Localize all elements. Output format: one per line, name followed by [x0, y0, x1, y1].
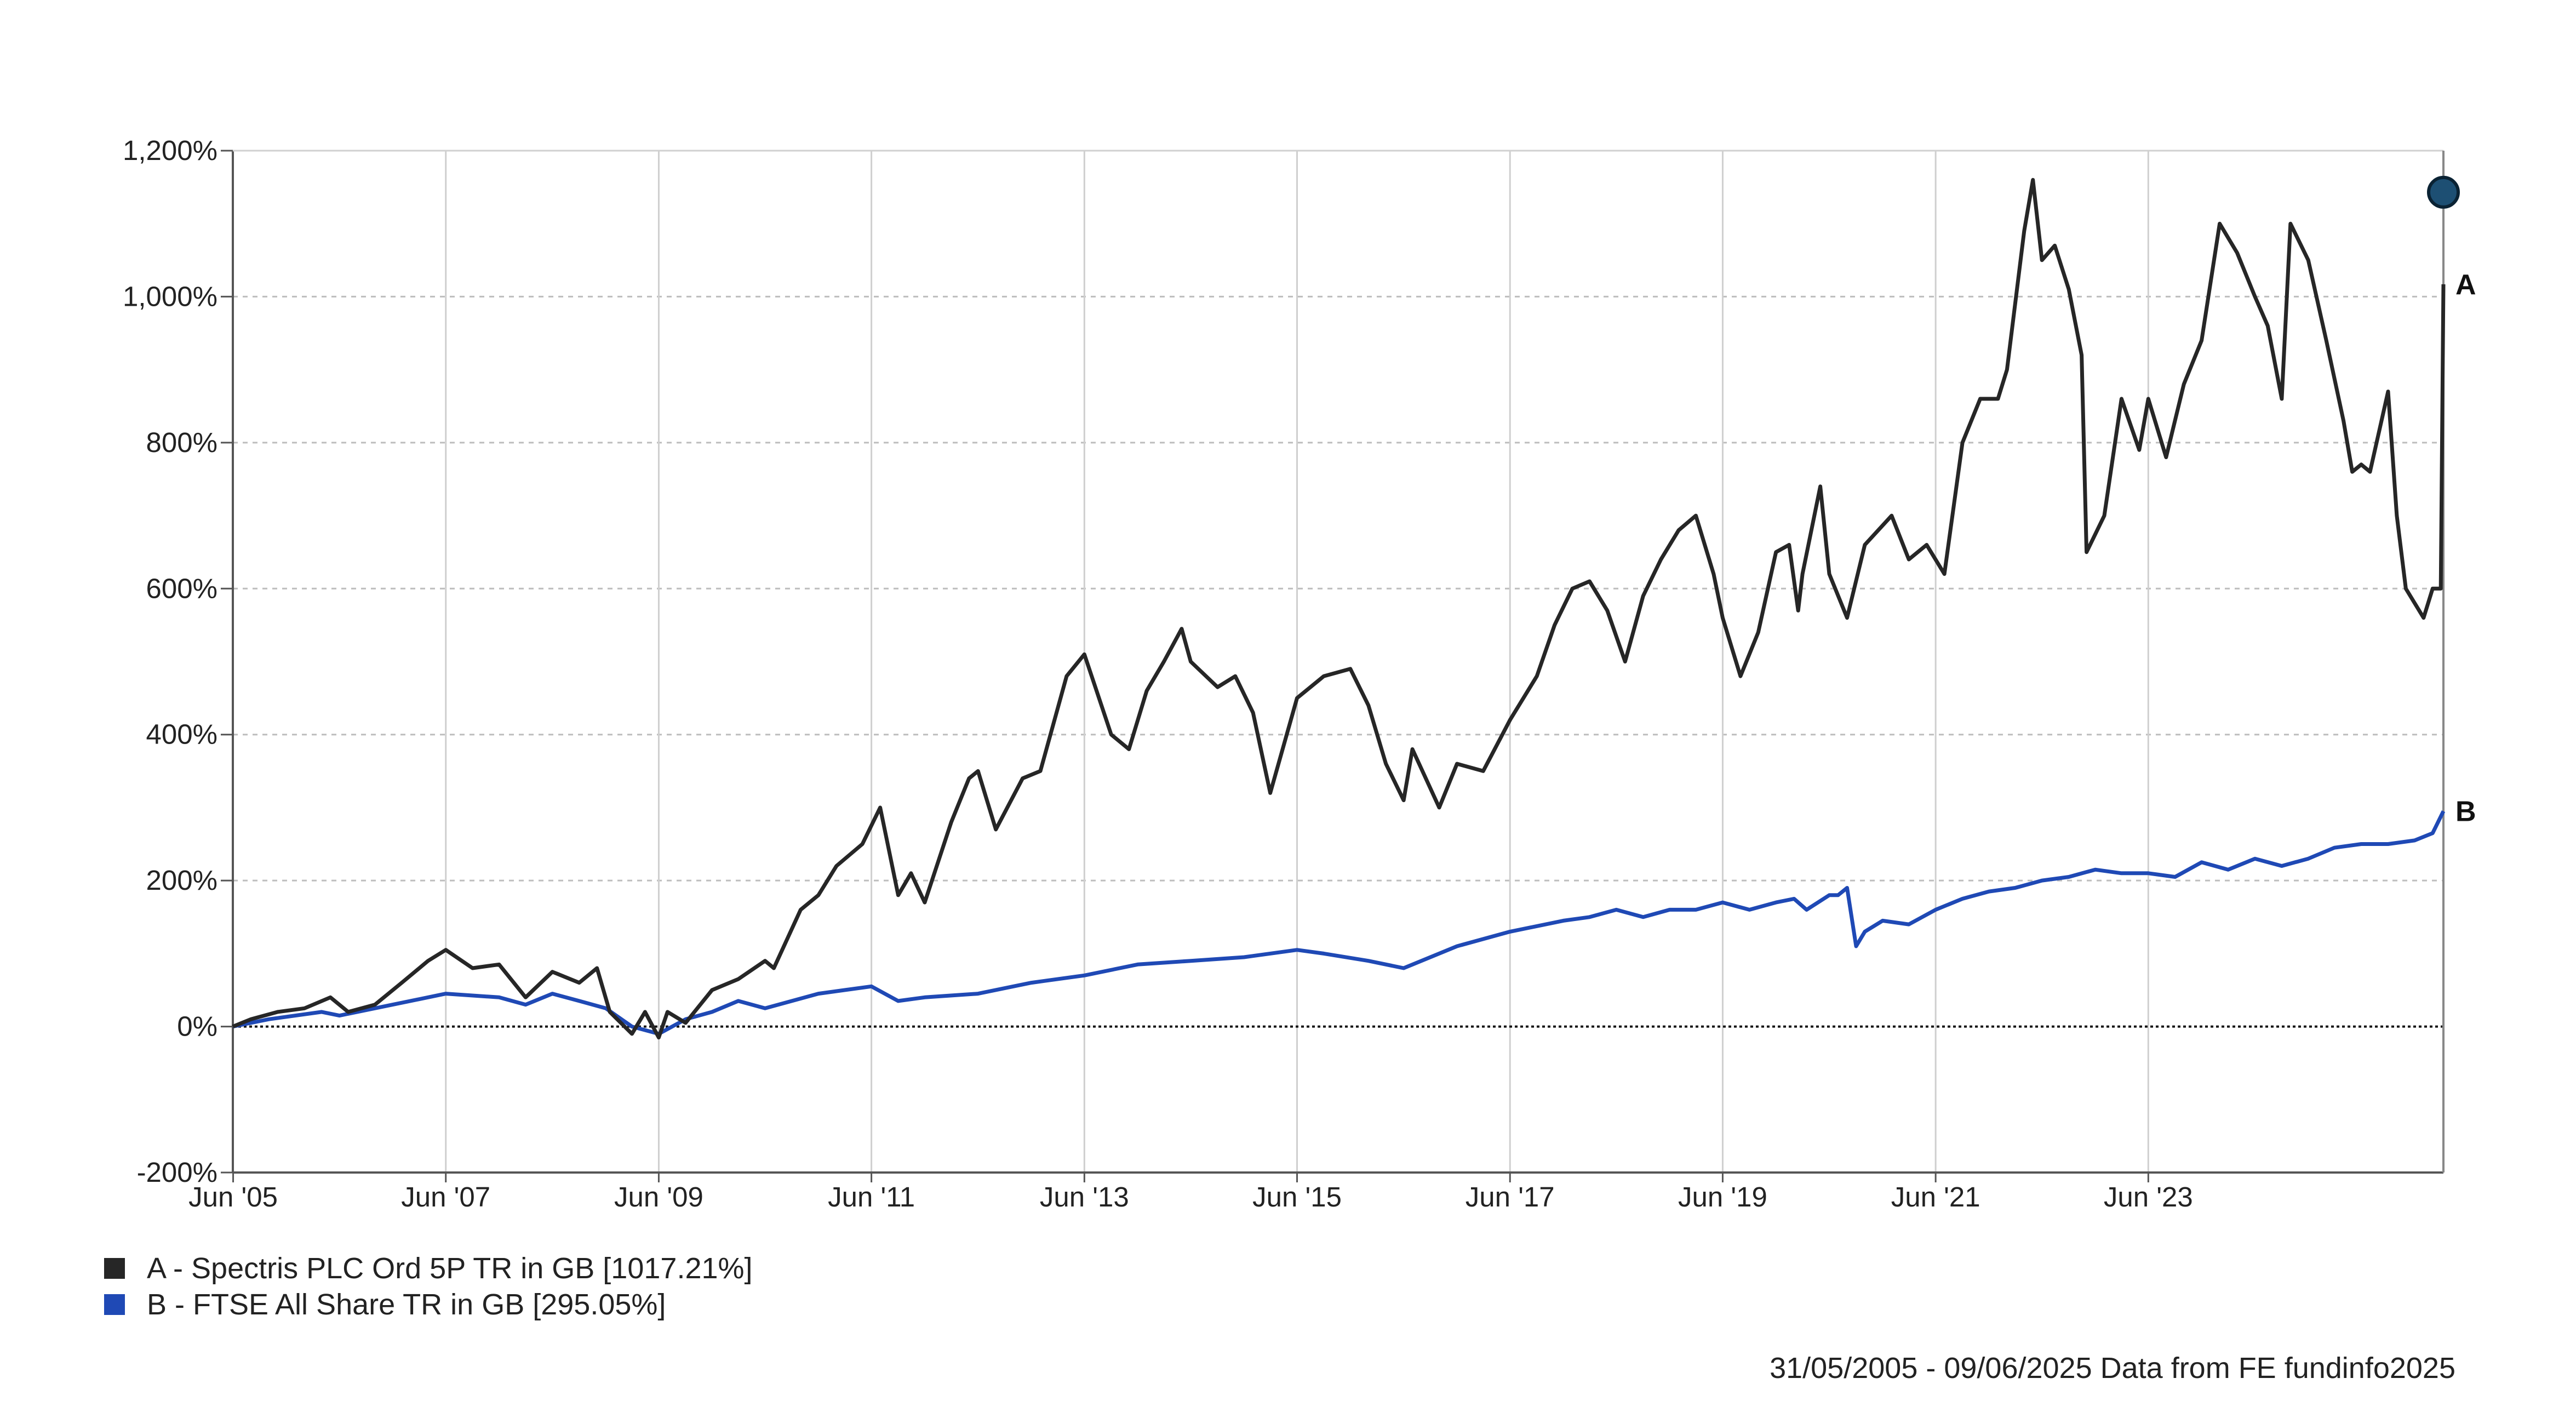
y-tick-label: 400% — [146, 719, 217, 750]
y-tick-label: 0% — [177, 1011, 217, 1042]
y-tick-label: 600% — [146, 573, 217, 604]
chart-series: BA — [232, 178, 2476, 1040]
chart-grid — [233, 150, 2443, 1173]
data-source-footer: 31/05/2005 - 09/06/2025 Data from FE fun… — [1770, 1352, 2455, 1385]
x-tick-label: Jun '09 — [614, 1181, 703, 1213]
y-tick-label: -200% — [137, 1157, 217, 1188]
series-line-b — [232, 810, 2446, 1036]
x-tick-label: Jun '13 — [1040, 1181, 1129, 1213]
x-tick-label: Jun '21 — [1891, 1181, 1980, 1213]
y-tick-label: 800% — [146, 427, 217, 458]
legend-label-a: A - Spectris PLC Ord 5P TR in GB [1017.2… — [147, 1252, 753, 1285]
legend-label-b: B - FTSE All Share TR in GB [295.05%] — [147, 1288, 666, 1321]
series-end-label-a: A — [2455, 269, 2476, 301]
x-tick-label: Jun '11 — [828, 1181, 915, 1213]
series-line-a — [232, 178, 2446, 1040]
y-tick-label: 200% — [146, 865, 217, 896]
legend-swatch-a — [104, 1258, 125, 1279]
current-marker — [2427, 175, 2460, 209]
chart-axes — [221, 150, 2445, 1182]
x-tick-label: Jun '15 — [1252, 1181, 1342, 1213]
y-tick-label: 1,000% — [123, 281, 217, 312]
y-axis-tick-labels: 1,200% 1,000% 800% 600% 400% 200% 0% -200% — [123, 135, 217, 1188]
x-tick-label: Jun '05 — [188, 1181, 278, 1213]
x-tick-label: Jun '19 — [1678, 1181, 1767, 1213]
series-end-label-b: B — [2455, 796, 2476, 828]
legend-item-a[interactable]: A - Spectris PLC Ord 5P TR in GB [1017.2… — [104, 1250, 753, 1286]
x-tick-label: Jun '23 — [2104, 1181, 2193, 1213]
legend-swatch-b — [104, 1294, 125, 1315]
x-tick-label: Jun '17 — [1466, 1181, 1555, 1213]
y-tick-label: 1,200% — [123, 135, 217, 166]
legend-item-b[interactable]: B - FTSE All Share TR in GB [295.05%] — [104, 1286, 753, 1323]
x-tick-label: Jun '07 — [401, 1181, 490, 1213]
chart-legend: A - Spectris PLC Ord 5P TR in GB [1017.2… — [104, 1250, 753, 1323]
x-axis-tick-labels: Jun '05 Jun '07 Jun '09 Jun '11 Jun '13 Jun '… — [188, 1181, 2193, 1213]
chart-markers — [2427, 175, 2460, 209]
